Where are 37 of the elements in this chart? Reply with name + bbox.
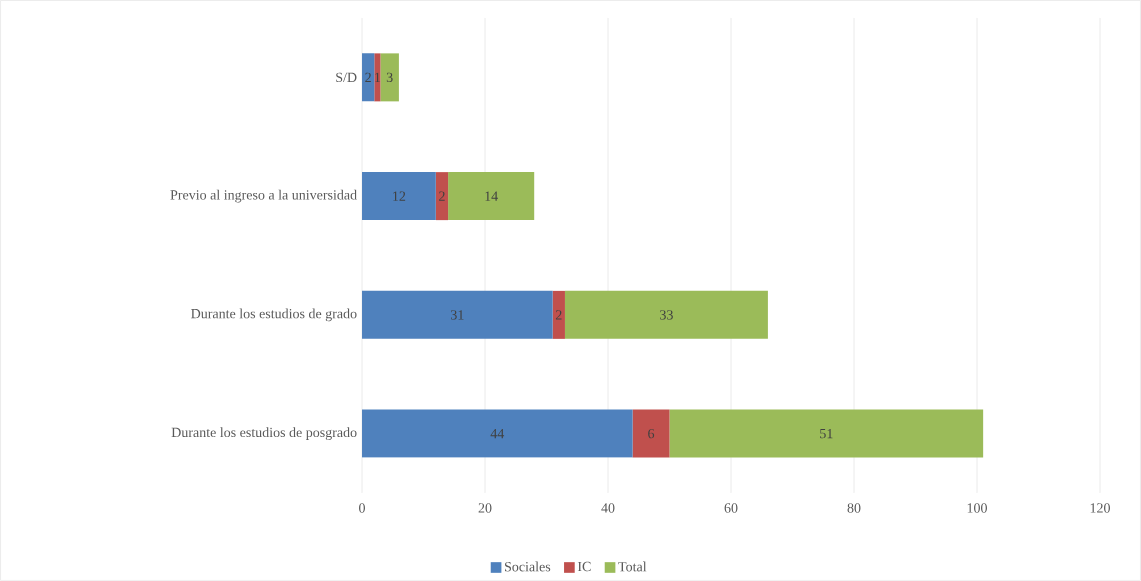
data-label: 12 (393, 191, 406, 201)
data-label: 2 (439, 191, 445, 201)
x-tick-label: 80 (847, 503, 861, 513)
bar (362, 290, 553, 339)
data-label: 33 (660, 310, 673, 320)
x-tick-label: 40 (601, 503, 615, 513)
bar (374, 53, 381, 102)
bar (552, 290, 565, 339)
y-tick-label: Durante los estudios de posgrado (171, 427, 357, 440)
data-label: 2 (365, 72, 371, 82)
data-label: 2 (555, 310, 562, 320)
data-label: 14 (485, 191, 498, 201)
x-tick-label: 100 (967, 503, 987, 513)
data-label: 31 (451, 310, 464, 320)
bar (632, 409, 670, 458)
bar (448, 172, 535, 221)
legend-label: Sociales (505, 561, 551, 572)
y-tick-label: Previo al ingreso a la universidad (170, 189, 357, 203)
legend-label: Total (618, 561, 647, 572)
data-label: 1 (375, 72, 381, 82)
data-label: 6 (648, 428, 655, 439)
x-tick-label: 120 (1090, 503, 1110, 513)
x-tick-label: 60 (724, 503, 738, 513)
bar (362, 172, 436, 221)
y-tick-label: Durante los estudios de grado (191, 308, 357, 322)
bar (669, 409, 984, 458)
bar (435, 172, 449, 221)
x-tick-label: 0 (359, 503, 365, 513)
x-tick-label: 20 (478, 503, 492, 513)
data-label: 51 (820, 428, 833, 439)
bar (362, 409, 633, 458)
y-tick-label: S/D (336, 72, 357, 83)
legend-label: IC (577, 561, 591, 572)
data-label: 44 (490, 429, 505, 439)
bar (380, 53, 399, 102)
data-label: 3 (386, 72, 393, 83)
bar (564, 290, 768, 339)
